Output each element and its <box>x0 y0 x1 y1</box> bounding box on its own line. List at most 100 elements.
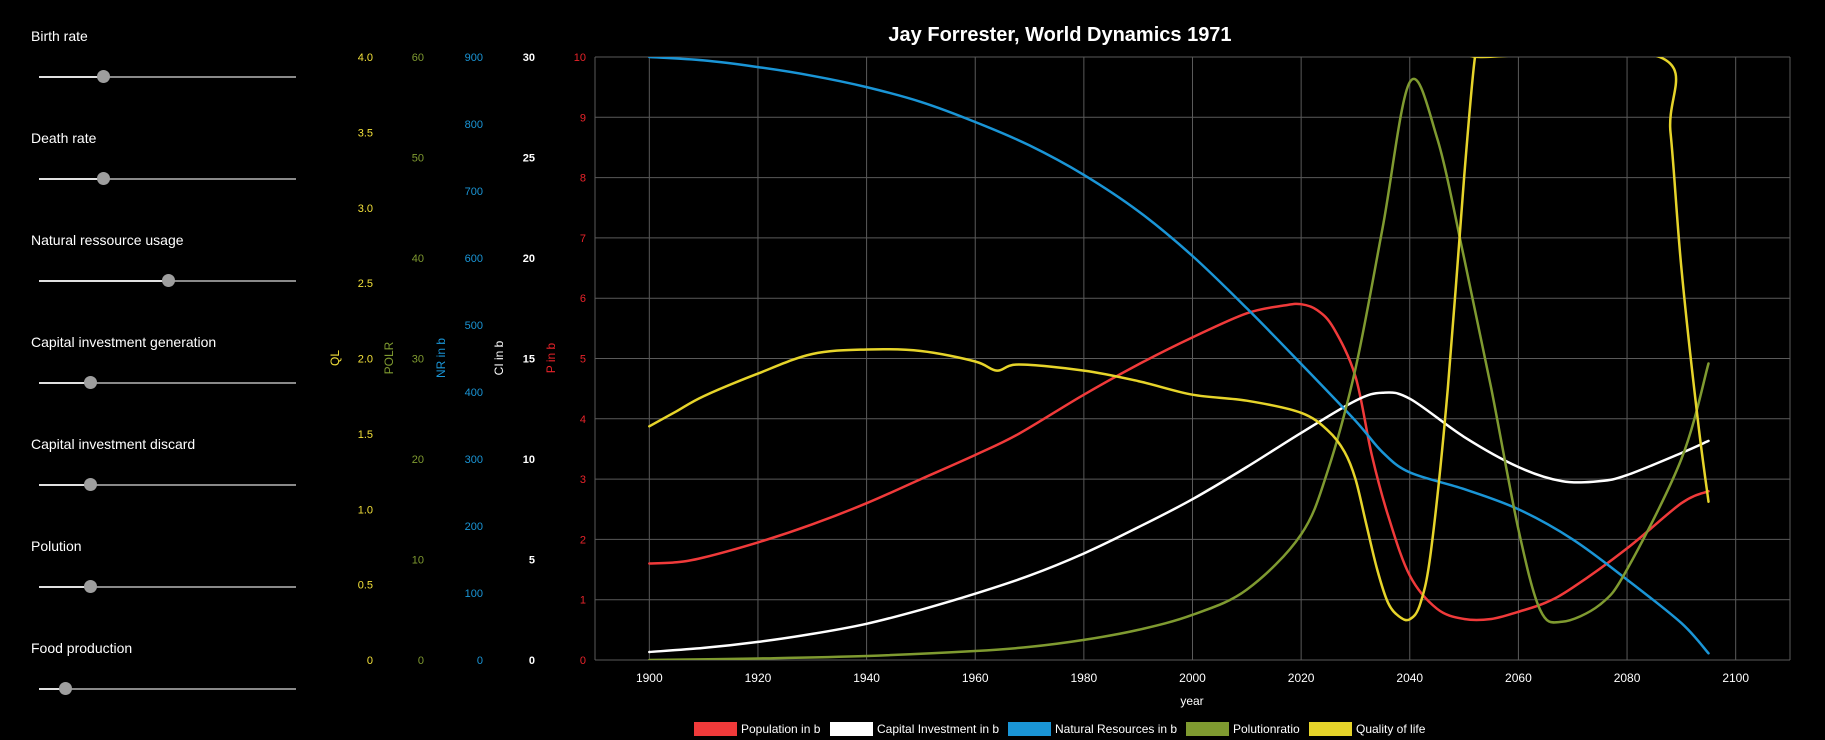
legend-swatch <box>694 722 737 736</box>
legend-swatch <box>1186 722 1229 736</box>
death-rate-control: Death rate <box>0 102 320 204</box>
polr-tick-label: 60 <box>412 52 424 64</box>
ql-tick-label: 2.5 <box>358 278 373 290</box>
ql-tick-label: 0 <box>367 655 373 667</box>
pollution-label: Polution <box>31 538 82 554</box>
p-tick-label: 1 <box>580 595 586 607</box>
x-tick-label: 1960 <box>962 671 989 685</box>
natural-resources-line <box>648 57 1710 655</box>
nr-tick-label: 400 <box>465 387 483 399</box>
legend-swatch <box>1309 722 1352 736</box>
pollution-control: Polution <box>0 510 320 612</box>
ql-tick-label: 1.5 <box>358 429 373 441</box>
p-tick-label: 3 <box>580 474 586 486</box>
x-tick-label: 2040 <box>1396 671 1423 685</box>
capital-investment-discard-slider[interactable] <box>39 478 296 491</box>
slider-fill <box>39 76 104 78</box>
x-tick-label: 1940 <box>853 671 880 685</box>
slider-thumb[interactable] <box>97 172 111 185</box>
birth-rate-slider[interactable] <box>39 70 296 83</box>
x-tick-label: 2100 <box>1722 671 1749 685</box>
capital-investment-generation-label: Capital investment generation <box>31 334 217 350</box>
polr-tick-label: 0 <box>418 655 424 667</box>
series-lines <box>648 57 1710 660</box>
legend: Population in b Capital Investment in b Na… <box>694 722 1426 736</box>
slider-thumb[interactable] <box>58 682 72 695</box>
food-production-slider[interactable] <box>39 682 296 695</box>
legend-swatch <box>830 722 873 736</box>
ci-tick-label: 5 <box>529 555 535 567</box>
ql-tick-label: 0.5 <box>358 580 373 592</box>
p-tick-label: 9 <box>580 112 586 124</box>
polr-tick-label: 20 <box>412 454 424 466</box>
axes: 1900 1920 1940 1960 1980 2000 2020 2040 2060 2080… <box>328 52 1749 685</box>
p-tick-label: 5 <box>580 354 586 366</box>
ci-tick-label: 10 <box>523 454 535 466</box>
polr-tick-label: 40 <box>412 253 424 265</box>
ql-tick-label: 3.5 <box>358 127 373 139</box>
slider-fill <box>39 484 91 486</box>
birth-rate-control: Birth rate <box>0 0 320 102</box>
ql-tick-label: 4.0 <box>358 52 373 64</box>
nr-tick-label: 0 <box>477 655 483 667</box>
birth-rate-label: Birth rate <box>31 28 88 44</box>
nr-tick-label: 800 <box>465 119 483 131</box>
polr-tick-label: 50 <box>412 153 424 165</box>
x-tick-label: 1980 <box>1071 671 1098 685</box>
natural-resource-usage-label: Natural ressource usage <box>31 232 184 248</box>
ci-tick-label: 25 <box>523 153 535 165</box>
p-tick-label: 7 <box>580 233 586 245</box>
pollution-slider[interactable] <box>39 580 296 593</box>
ci-tick-label: 30 <box>523 52 535 64</box>
x-axis-title: year <box>1180 694 1203 708</box>
x-tick-label: 2060 <box>1505 671 1532 685</box>
ql-tick-label: 2.0 <box>358 354 373 366</box>
ql-tick-label: 1.0 <box>358 504 373 516</box>
polr-tick-label: 10 <box>412 555 424 567</box>
slider-thumb[interactable] <box>84 478 98 491</box>
capital-investment-generation-slider[interactable] <box>39 376 296 389</box>
p-tick-label: 2 <box>580 534 586 546</box>
nr-tick-label: 900 <box>465 52 483 64</box>
capital-investment-generation-control: Capital investment generation <box>0 306 320 408</box>
x-tick-label: 1920 <box>745 671 772 685</box>
legend-label: Population in b <box>741 722 821 736</box>
legend-label: Capital Investment in b <box>877 722 999 736</box>
quality-of-life-line <box>648 57 1710 622</box>
ci-tick-label: 20 <box>523 253 535 265</box>
nr-tick-label: 300 <box>465 454 483 466</box>
ci-tick-label: 15 <box>523 354 535 366</box>
legend-label: Natural Resources in b <box>1055 722 1177 736</box>
slider-thumb[interactable] <box>97 70 111 83</box>
p-tick-label: 0 <box>580 655 586 667</box>
pollution-ratio-line <box>648 77 1710 660</box>
nr-tick-label: 700 <box>465 186 483 198</box>
capital-investment-discard-control: Capital investment discard <box>0 408 320 510</box>
x-tick-label: 2000 <box>1179 671 1206 685</box>
slider-thumb[interactable] <box>161 274 175 287</box>
nr-tick-label: 600 <box>465 253 483 265</box>
ci-axis-title: CI in b <box>492 340 506 375</box>
slider-fill <box>39 382 91 384</box>
nr-tick-label: 200 <box>465 521 483 533</box>
grid <box>594 56 1791 661</box>
natural-resource-usage-control: Natural ressource usage <box>0 204 320 306</box>
slider-thumb[interactable] <box>84 580 98 593</box>
p-tick-label: 6 <box>580 293 586 305</box>
nr-axis-title: NR in b <box>434 338 448 378</box>
nr-tick-label: 100 <box>465 588 483 600</box>
legend-label: Quality of life <box>1356 722 1426 736</box>
p-tick-label: 4 <box>580 414 586 426</box>
legend-swatch <box>1008 722 1051 736</box>
polr-tick-label: 30 <box>412 354 424 366</box>
x-tick-label: 2080 <box>1614 671 1641 685</box>
death-rate-slider[interactable] <box>39 172 296 185</box>
natural-resource-usage-slider[interactable] <box>39 274 296 287</box>
slider-fill <box>39 586 91 588</box>
slider-fill <box>39 688 65 690</box>
slider-thumb[interactable] <box>84 376 98 389</box>
p-axis-title: P in b <box>544 342 558 373</box>
x-tick-label: 2020 <box>1288 671 1315 685</box>
slider-fill <box>39 178 104 180</box>
